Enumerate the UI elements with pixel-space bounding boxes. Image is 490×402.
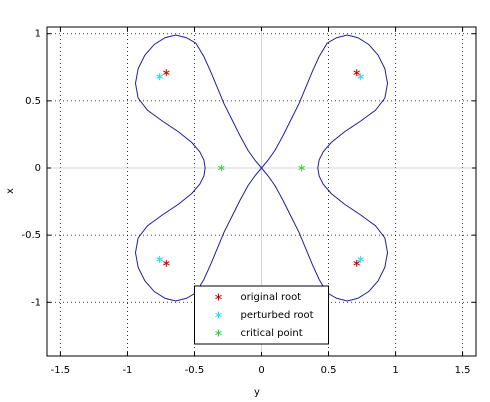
legend-label: critical point xyxy=(241,328,303,339)
y-axis-label: x xyxy=(5,188,16,194)
x-tick-label: 0 xyxy=(258,365,264,376)
marker-stroke xyxy=(156,74,163,79)
x-tick-label: -1 xyxy=(122,365,132,376)
legend-label: perturbed root xyxy=(241,310,314,321)
y-tick-label: -0.5 xyxy=(21,230,41,241)
marker-stroke xyxy=(156,257,163,262)
point xyxy=(353,69,360,77)
point xyxy=(163,259,170,267)
point xyxy=(217,164,225,172)
marker-stroke xyxy=(163,70,170,75)
x-tick-label: 1.5 xyxy=(455,365,471,376)
x-tick-label: 1 xyxy=(392,365,398,376)
marker-stroke xyxy=(215,294,222,300)
marker-stroke xyxy=(357,74,365,79)
x-tick-label: 0.5 xyxy=(321,365,337,376)
legend-marker xyxy=(215,293,222,301)
point xyxy=(156,73,163,81)
marker-stroke xyxy=(163,261,170,266)
x-tick-label: -1.5 xyxy=(51,365,71,376)
marker-stroke xyxy=(215,312,222,318)
marker-stroke xyxy=(217,165,225,171)
curve xyxy=(134,34,389,302)
legend-marker xyxy=(215,311,222,319)
plot-frame xyxy=(46,26,477,357)
x-axis-label: y xyxy=(254,387,260,398)
y-tick-label: -1 xyxy=(31,297,41,308)
marker-stroke xyxy=(353,261,360,266)
y-tick-label: 1 xyxy=(35,29,41,40)
point xyxy=(353,259,360,267)
marker-stroke xyxy=(215,330,222,336)
x-tick-label: -0.5 xyxy=(185,365,205,376)
marker-stroke xyxy=(353,70,360,75)
point xyxy=(357,73,365,81)
marker-stroke xyxy=(357,257,365,262)
legend-label: original root xyxy=(241,292,302,303)
y-tick-label: 0.5 xyxy=(25,96,41,107)
point xyxy=(357,255,365,263)
point xyxy=(298,164,306,172)
marker-stroke xyxy=(298,165,306,171)
legend-marker xyxy=(215,329,222,337)
point xyxy=(163,69,170,77)
y-tick-label: 0 xyxy=(35,163,41,174)
point xyxy=(156,255,163,263)
